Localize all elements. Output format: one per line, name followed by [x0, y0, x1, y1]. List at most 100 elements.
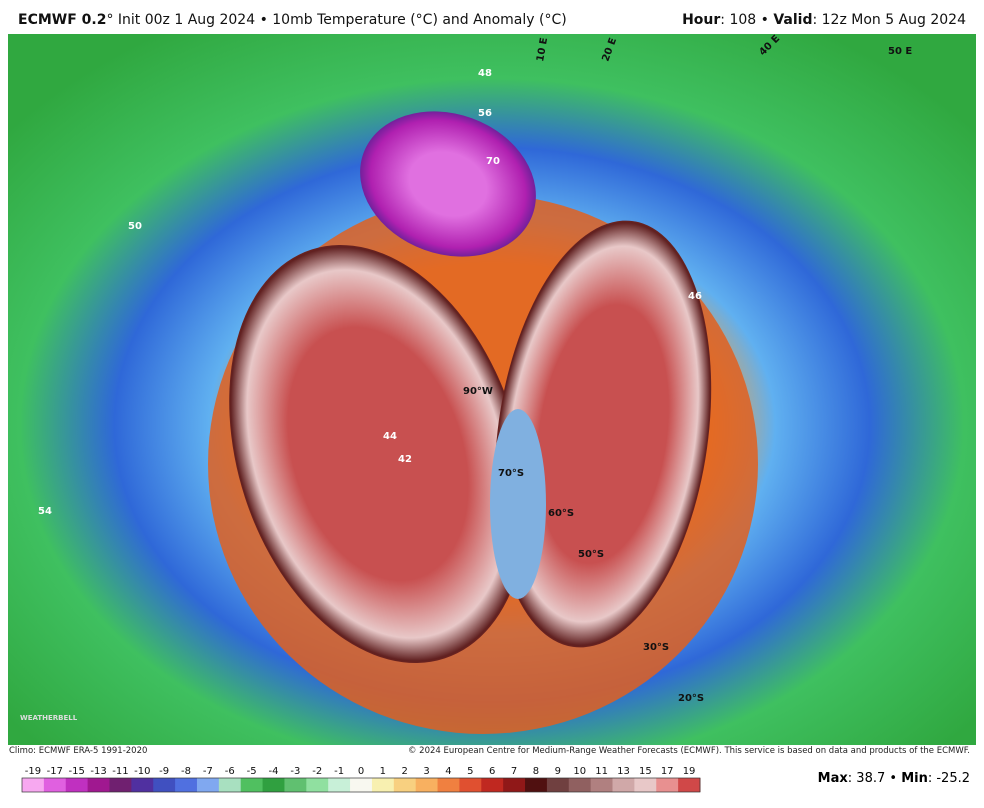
colorbar-label: -5 [247, 766, 257, 777]
map: 90°W 70°S 60°S 50°S 30°S 20°S 10 E 20 E … [8, 34, 976, 745]
watermark: WEATHERBELL [20, 714, 78, 722]
min-value: -25.2 [936, 771, 970, 786]
colorbar-label: -11 [112, 766, 128, 777]
cool-gap [490, 409, 546, 599]
color-swatch [240, 778, 264, 792]
colorbar-label: 19 [683, 766, 696, 777]
map-label: 42 [398, 454, 412, 465]
colorbar-label: 0 [358, 766, 364, 777]
colorbar-label: 5 [467, 766, 473, 777]
max-value: 38.7 [856, 771, 886, 786]
map-label: 50°S [578, 549, 604, 560]
colorbar-border [21, 777, 701, 793]
copyright: © 2024 European Centre for Medium-Range … [407, 746, 970, 756]
map-label: 48 [478, 68, 492, 79]
color-swatch [568, 778, 592, 792]
map-label: 44 [383, 431, 397, 442]
color-swatch [131, 778, 154, 792]
colorbar-label: -9 [159, 766, 169, 777]
colorbar-label: 4 [445, 766, 451, 777]
header-right: Hour: 108 • Valid: 12z Mon 5 Aug 2024 [682, 12, 966, 28]
color-swatch [678, 778, 701, 792]
color-swatch [328, 778, 351, 792]
map-label: 54 [38, 506, 52, 517]
color-swatch [109, 778, 132, 792]
description: ° Init 00z 1 Aug 2024 • 10mb Temperature… [106, 12, 567, 28]
color-swatch [371, 778, 395, 792]
colorbar-label: -2 [312, 766, 322, 777]
min-label: Min [901, 771, 928, 786]
max-label: Max [817, 771, 848, 786]
color-swatch [459, 778, 482, 792]
map-label: 60°S [548, 508, 574, 519]
colorbar-label: -3 [290, 766, 300, 777]
color-swatch [65, 778, 89, 792]
color-swatch [415, 778, 439, 792]
color-swatch [634, 778, 657, 792]
color-swatch [87, 778, 110, 792]
colorbar-label: -6 [225, 766, 235, 777]
warm-lobe [229, 244, 527, 664]
colorbar: -19 -17 -15 -13 -11 -10 -9 -8 -7 -6 -5 -4 -3 -2 -1 0 1 2 3… [21, 766, 701, 793]
colorbar-label: -10 [134, 766, 150, 777]
colorbar-label: 1 [380, 766, 386, 777]
map-label: 90°W [463, 386, 493, 397]
colorbar-label: 8 [533, 766, 539, 777]
stats: Max: 38.7 • Min: -25.2 [818, 771, 970, 786]
colorbar-label: 15 [639, 766, 652, 777]
color-swatch [284, 778, 307, 792]
colorbar-label: 6 [489, 766, 495, 777]
cold-core [360, 111, 536, 257]
colorbar-label: 11 [595, 766, 608, 777]
map-label: 20°S [678, 693, 704, 704]
colorbar-label: -19 [25, 766, 41, 777]
color-swatch [612, 778, 635, 792]
color-swatch [218, 778, 242, 792]
hour-value: : 108 • [720, 12, 774, 28]
color-swatch [525, 778, 548, 792]
colorbar-label: -1 [334, 766, 344, 777]
colorbar-label: -7 [203, 766, 213, 777]
color-swatch [43, 778, 67, 792]
colon: : [927, 771, 937, 786]
colorbar-label: 13 [617, 766, 630, 777]
colorbar-label: 10 [573, 766, 586, 777]
climo: Climo: ECMWF ERA-5 1991-2020 [9, 746, 148, 756]
colorbar-label: 3 [423, 766, 429, 777]
color-swatch [350, 778, 373, 792]
colorbar-label: -8 [181, 766, 191, 777]
map-label: 46 [688, 291, 702, 302]
color-swatch [437, 778, 460, 792]
color-swatch [546, 778, 570, 792]
colorbar-label: 2 [402, 766, 408, 777]
map-label: 70°S [498, 468, 524, 479]
colorbar-label: -15 [69, 766, 85, 777]
map-label: 70 [486, 156, 500, 167]
colorbar-label: 17 [661, 766, 674, 777]
valid-label: Valid [773, 12, 813, 28]
colorbar-label: 9 [555, 766, 561, 777]
color-swatch [306, 778, 329, 792]
hour-label: Hour [682, 12, 721, 28]
header-left: ECMWF 0.2° Init 00z 1 Aug 2024 • 10mb Te… [18, 12, 567, 28]
colorbar-label: -4 [269, 766, 279, 777]
color-swatch [262, 778, 285, 792]
color-swatch [481, 778, 504, 792]
color-swatch [590, 778, 614, 792]
color-swatch [22, 778, 45, 792]
color-swatch [656, 778, 679, 792]
color-swatch [503, 778, 526, 792]
colorbar-label: -17 [47, 766, 63, 777]
warm-lobe [494, 220, 712, 648]
colorbar-label: -13 [90, 766, 106, 777]
map-label: 50 E [888, 46, 912, 57]
map-label: 30°S [643, 642, 669, 653]
map-label: 56 [478, 108, 492, 119]
color-swatch [153, 778, 176, 792]
color-swatch [196, 778, 220, 792]
model: ECMWF 0.2 [18, 12, 107, 28]
color-swatch [175, 778, 198, 792]
colorbar-label: 7 [511, 766, 517, 777]
color-swatch [393, 778, 417, 792]
